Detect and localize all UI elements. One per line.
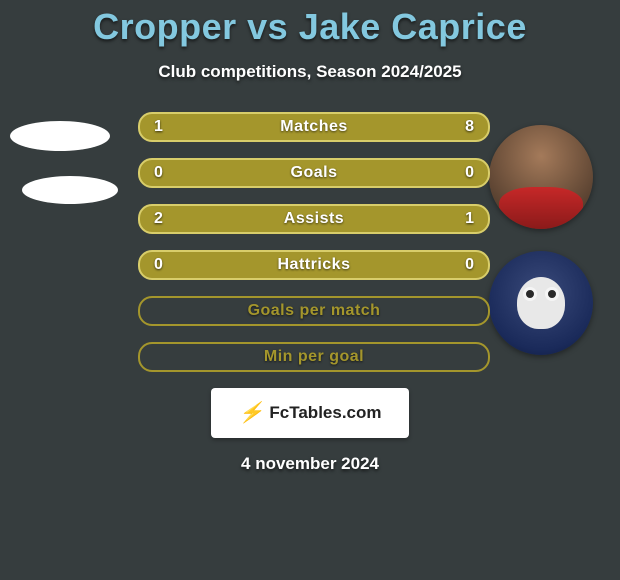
- stat-value-right: 0: [465, 164, 474, 182]
- stat-row: Goals0 0: [138, 158, 490, 188]
- date-label: 4 november 2024: [0, 454, 620, 474]
- stat-label: Min per goal: [140, 348, 488, 366]
- stat-row: Min per goal: [138, 342, 490, 372]
- stats-area: Matches18Goals00Assists21Hattricks00Goal…: [0, 112, 620, 372]
- stat-row: Goals per match: [138, 296, 490, 326]
- stat-row: Hattricks0 0: [138, 250, 490, 280]
- stat-label: Hattricks: [140, 256, 488, 274]
- branding-icon: ⚡: [238, 403, 263, 423]
- stat-value-right: 8: [465, 118, 474, 136]
- stat-value-left: 0: [154, 256, 163, 274]
- stat-value-left: 0: [154, 164, 163, 182]
- branding-text: FcTables.com: [269, 403, 381, 423]
- stat-value-left: 1: [154, 118, 163, 136]
- stat-label: Matches: [140, 118, 488, 136]
- stat-row: Matches1 8: [138, 112, 490, 142]
- stat-value-right: 0: [465, 256, 474, 274]
- branding-badge: ⚡ FcTables.com: [211, 388, 409, 438]
- page-title: Cropper vs Jake Caprice: [0, 0, 620, 48]
- stat-label: Assists: [140, 210, 488, 228]
- stat-label: Goals per match: [140, 302, 488, 320]
- stat-value-right: 1: [465, 210, 474, 228]
- subtitle: Club competitions, Season 2024/2025: [0, 62, 620, 82]
- stat-value-left: 2: [154, 210, 163, 228]
- stat-label: Goals: [140, 164, 488, 182]
- stat-row: Assists2 1: [138, 204, 490, 234]
